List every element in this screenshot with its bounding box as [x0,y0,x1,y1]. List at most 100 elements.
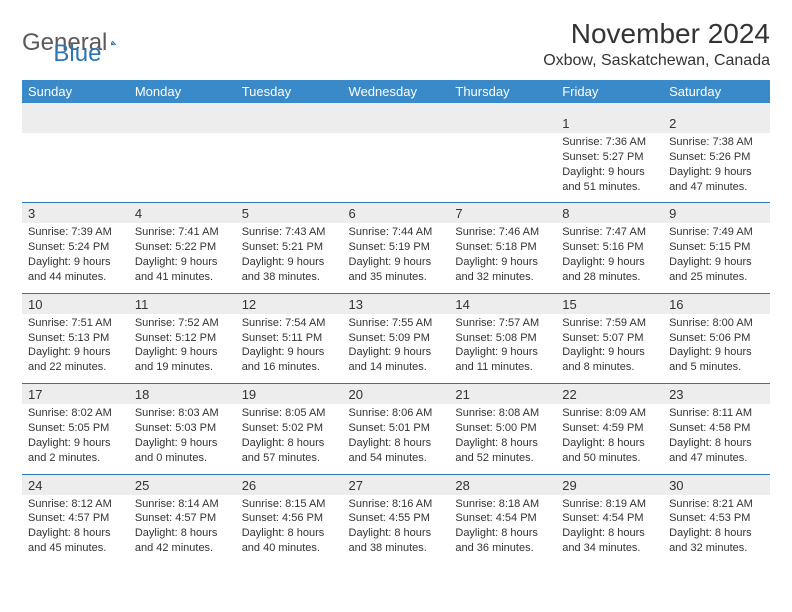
day-detail-cell: Sunrise: 8:00 AMSunset: 5:06 PMDaylight:… [663,314,770,384]
day-detail-cell: Sunrise: 7:44 AMSunset: 5:19 PMDaylight:… [343,223,450,293]
sunset-text: Sunset: 4:59 PM [562,421,657,436]
daylight-text: Daylight: 9 hours and 25 minutes. [669,255,764,285]
sunset-text: Sunset: 4:54 PM [562,511,657,526]
sunrise-text: Sunrise: 7:51 AM [28,316,123,331]
sunset-text: Sunset: 5:26 PM [669,150,764,165]
day-number-cell: 17 [22,384,129,405]
day-header: Wednesday [343,80,450,103]
sunrise-text: Sunrise: 7:44 AM [349,225,444,240]
day-number-cell: 26 [236,474,343,495]
sunset-text: Sunset: 5:18 PM [455,240,550,255]
sunset-text: Sunset: 5:22 PM [135,240,230,255]
sunrise-text: Sunrise: 7:59 AM [562,316,657,331]
daylight-text: Daylight: 9 hours and 51 minutes. [562,165,657,195]
daylight-text: Daylight: 9 hours and 41 minutes. [135,255,230,285]
day-detail-cell [449,133,556,203]
sunset-text: Sunset: 5:21 PM [242,240,337,255]
day-header: Tuesday [236,80,343,103]
sunrise-text: Sunrise: 8:11 AM [669,406,764,421]
logo-triangle-icon [111,34,117,52]
month-title: November 2024 [543,18,770,50]
daylight-text: Daylight: 9 hours and 28 minutes. [562,255,657,285]
sunrise-text: Sunrise: 8:00 AM [669,316,764,331]
day-number-cell: 28 [449,474,556,495]
day-header: Monday [129,80,236,103]
day-detail-cell [22,133,129,203]
day-detail-cell: Sunrise: 7:36 AMSunset: 5:27 PMDaylight:… [556,133,663,203]
calendar-table: Sunday Monday Tuesday Wednesday Thursday… [22,80,770,564]
day-detail-cell: Sunrise: 8:08 AMSunset: 5:00 PMDaylight:… [449,404,556,474]
day-detail-cell: Sunrise: 8:06 AMSunset: 5:01 PMDaylight:… [343,404,450,474]
daynum-row: 12 [22,113,770,133]
daylight-text: Daylight: 8 hours and 42 minutes. [135,526,230,556]
day-number-cell: 13 [343,293,450,314]
sunrise-text: Sunrise: 7:38 AM [669,135,764,150]
daylight-text: Daylight: 8 hours and 36 minutes. [455,526,550,556]
day-detail-cell: Sunrise: 7:59 AMSunset: 5:07 PMDaylight:… [556,314,663,384]
day-number-cell: 22 [556,384,663,405]
sunset-text: Sunset: 5:05 PM [28,421,123,436]
day-detail-cell: Sunrise: 8:18 AMSunset: 4:54 PMDaylight:… [449,495,556,564]
sunset-text: Sunset: 5:13 PM [28,331,123,346]
sunset-text: Sunset: 5:00 PM [455,421,550,436]
sunrise-text: Sunrise: 8:08 AM [455,406,550,421]
day-number-cell: 29 [556,474,663,495]
day-detail-cell: Sunrise: 8:15 AMSunset: 4:56 PMDaylight:… [236,495,343,564]
sunrise-text: Sunrise: 7:46 AM [455,225,550,240]
sunrise-text: Sunrise: 7:49 AM [669,225,764,240]
day-detail-cell: Sunrise: 7:39 AMSunset: 5:24 PMDaylight:… [22,223,129,293]
detail-row: Sunrise: 7:51 AMSunset: 5:13 PMDaylight:… [22,314,770,384]
day-detail-cell [236,133,343,203]
sunrise-text: Sunrise: 7:36 AM [562,135,657,150]
day-number-cell: 15 [556,293,663,314]
day-detail-cell: Sunrise: 8:19 AMSunset: 4:54 PMDaylight:… [556,495,663,564]
spacer-row [22,103,770,113]
sunset-text: Sunset: 4:54 PM [455,511,550,526]
day-detail-cell: Sunrise: 8:09 AMSunset: 4:59 PMDaylight:… [556,404,663,474]
day-header: Sunday [22,80,129,103]
day-header: Saturday [663,80,770,103]
sunset-text: Sunset: 4:56 PM [242,511,337,526]
sunset-text: Sunset: 5:06 PM [669,331,764,346]
day-number-cell: 11 [129,293,236,314]
detail-row: Sunrise: 8:02 AMSunset: 5:05 PMDaylight:… [22,404,770,474]
daynum-row: 10111213141516 [22,293,770,314]
detail-row: Sunrise: 7:36 AMSunset: 5:27 PMDaylight:… [22,133,770,203]
day-number-cell [343,113,450,133]
day-header: Friday [556,80,663,103]
daylight-text: Daylight: 8 hours and 45 minutes. [28,526,123,556]
sunrise-text: Sunrise: 7:57 AM [455,316,550,331]
day-number-cell: 6 [343,203,450,224]
sunset-text: Sunset: 5:03 PM [135,421,230,436]
day-number-cell: 27 [343,474,450,495]
sunset-text: Sunset: 5:09 PM [349,331,444,346]
day-number-cell: 12 [236,293,343,314]
sunset-text: Sunset: 5:24 PM [28,240,123,255]
day-number-cell: 21 [449,384,556,405]
sunrise-text: Sunrise: 8:06 AM [349,406,444,421]
day-number-cell: 14 [449,293,556,314]
day-number-cell: 20 [343,384,450,405]
day-detail-cell: Sunrise: 7:46 AMSunset: 5:18 PMDaylight:… [449,223,556,293]
daylight-text: Daylight: 9 hours and 44 minutes. [28,255,123,285]
day-number-cell: 10 [22,293,129,314]
sunrise-text: Sunrise: 7:54 AM [242,316,337,331]
day-detail-cell: Sunrise: 8:21 AMSunset: 4:53 PMDaylight:… [663,495,770,564]
sunset-text: Sunset: 5:11 PM [242,331,337,346]
day-detail-cell: Sunrise: 8:03 AMSunset: 5:03 PMDaylight:… [129,404,236,474]
day-detail-cell: Sunrise: 8:14 AMSunset: 4:57 PMDaylight:… [129,495,236,564]
day-detail-cell: Sunrise: 7:55 AMSunset: 5:09 PMDaylight:… [343,314,450,384]
day-detail-cell: Sunrise: 8:12 AMSunset: 4:57 PMDaylight:… [22,495,129,564]
sunrise-text: Sunrise: 8:19 AM [562,497,657,512]
day-detail-cell: Sunrise: 7:49 AMSunset: 5:15 PMDaylight:… [663,223,770,293]
sunrise-text: Sunrise: 7:52 AM [135,316,230,331]
header: General Blue November 2024 Oxbow, Saskat… [22,18,770,70]
day-number-cell: 18 [129,384,236,405]
day-detail-cell: Sunrise: 8:16 AMSunset: 4:55 PMDaylight:… [343,495,450,564]
daylight-text: Daylight: 8 hours and 38 minutes. [349,526,444,556]
daylight-text: Daylight: 9 hours and 22 minutes. [28,345,123,375]
sunset-text: Sunset: 5:02 PM [242,421,337,436]
day-number-cell: 25 [129,474,236,495]
day-header: Thursday [449,80,556,103]
day-number-cell: 2 [663,113,770,133]
